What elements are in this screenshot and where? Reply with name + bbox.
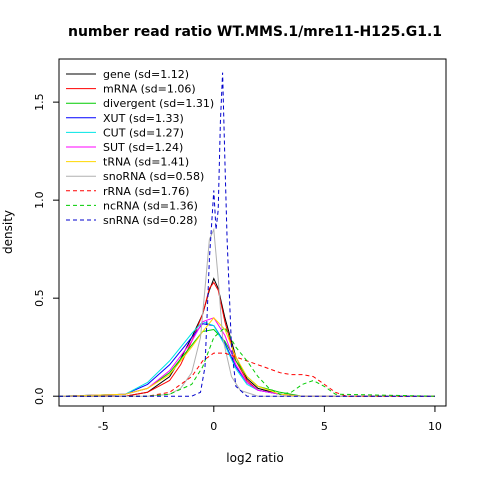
legend-label: divergent (sd=1.31) xyxy=(103,97,214,110)
series-layer xyxy=(58,72,435,397)
legend-label: snRNA (sd=0.28) xyxy=(103,214,198,227)
legend-label: XUT (sd=1.33) xyxy=(103,112,184,125)
series-line xyxy=(58,317,435,397)
series-line xyxy=(59,326,435,397)
x-tick-label: 0 xyxy=(210,420,217,433)
legend-label: mRNA (sd=1.06) xyxy=(103,83,196,96)
x-tick-label: 10 xyxy=(428,420,442,433)
legend-label: ncRNA (sd=1.36) xyxy=(103,199,198,212)
y-tick-label: 1.0 xyxy=(33,191,46,209)
series-line xyxy=(58,317,435,397)
legend-label: snoRNA (sd=0.58) xyxy=(103,170,204,183)
series-line xyxy=(58,323,435,397)
y-axis-label: density xyxy=(1,210,15,254)
x-axis-label: log2 ratio xyxy=(226,451,283,465)
series-line xyxy=(58,328,435,397)
chart-title: number read ratio WT.MMS.1/mre11-H125.G1… xyxy=(68,24,442,40)
x-axis: -5 0 5 10 xyxy=(98,405,442,433)
x-tick-label: 5 xyxy=(321,420,328,433)
x-tick-label: -5 xyxy=(98,420,109,433)
legend-label: rRNA (sd=1.76) xyxy=(103,185,189,198)
y-tick-label: 0.0 xyxy=(33,387,46,405)
legend-label: CUT (sd=1.27) xyxy=(103,126,184,139)
series-line xyxy=(59,352,435,397)
legend-label: SUT (sd=1.24) xyxy=(103,141,183,154)
y-axis: 0.0 0.5 1.0 1.5 xyxy=(33,93,60,405)
legend: gene (sd=1.12) mRNA (sd=1.06)divergent (s… xyxy=(66,68,214,227)
y-tick-label: 0.5 xyxy=(33,289,46,307)
legend-label: tRNA (sd=1.41) xyxy=(103,156,189,169)
series-line xyxy=(58,321,435,397)
y-tick-label: 1.5 xyxy=(33,93,46,111)
legend-label: gene (sd=1.12) xyxy=(103,68,189,81)
series-line xyxy=(59,277,435,397)
series-line xyxy=(59,72,435,397)
series-line xyxy=(59,227,435,397)
